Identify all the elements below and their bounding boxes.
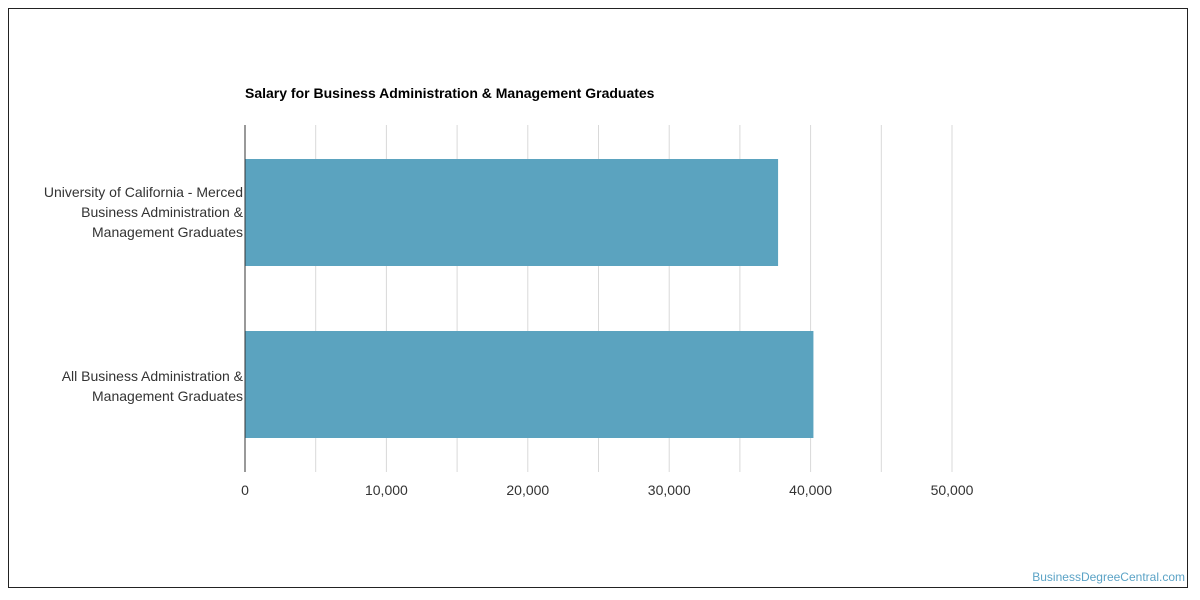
category-label-all-graduates: All Business Administration & Management… — [61, 368, 243, 404]
x-tick-label: 20,000 — [506, 482, 549, 498]
source-watermark: BusinessDegreeCentral.com — [1032, 570, 1185, 584]
x-tick-labels: 0 10,000 20,000 30,000 40,000 50,000 — [241, 482, 974, 498]
x-tick-label: 50,000 — [931, 482, 974, 498]
category-label-uc-merced: University of California - Merced Busine… — [43, 184, 243, 240]
x-tick-label: 30,000 — [648, 482, 691, 498]
bar-1 — [245, 331, 814, 438]
bars — [245, 159, 814, 438]
chart-frame — [8, 8, 1188, 588]
x-tick-label: 0 — [241, 482, 249, 498]
x-tick-label: 40,000 — [789, 482, 832, 498]
x-tick-label: 10,000 — [365, 482, 408, 498]
bar-0 — [245, 159, 779, 266]
chart-title: Salary for Business Administration & Man… — [245, 85, 655, 101]
